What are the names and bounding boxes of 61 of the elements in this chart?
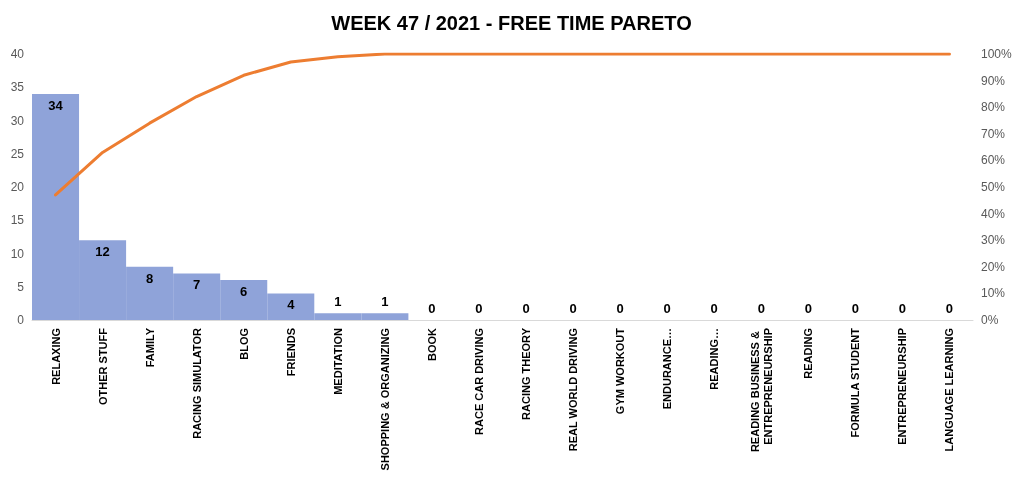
x-tick-label: READING <box>802 328 815 379</box>
data-label: 8 <box>146 270 154 286</box>
data-label: 0 <box>898 301 907 316</box>
y-tick-label: 0 <box>17 313 25 327</box>
x-tick-label: REAL WORLD DRIVING <box>567 328 580 452</box>
data-label: 34 <box>48 97 64 113</box>
y2-tick-label: 30% <box>981 233 1006 248</box>
x-tick-label: RELAXING <box>49 328 62 385</box>
data-label: 0 <box>522 301 530 316</box>
x-tick-label: RACING THEORY <box>520 327 533 420</box>
y-tick-label: 40 <box>10 47 25 61</box>
data-label: 1 <box>381 294 389 310</box>
x-tick-label: GYM WORKOUT <box>614 327 627 415</box>
y2-tick-label: 100% <box>981 47 1013 61</box>
y-tick-label: 15 <box>10 213 25 228</box>
y-tick-label: 35 <box>10 80 25 95</box>
data-label: 0 <box>710 301 718 316</box>
data-label: 0 <box>569 301 577 316</box>
x-tick-label: OTHER STUFF <box>96 327 109 405</box>
y-tick-label: 20 <box>10 180 25 194</box>
data-label: 7 <box>193 277 201 293</box>
x-tick-label: FAMILY <box>143 327 156 368</box>
data-label: 1 <box>334 294 342 310</box>
x-tick-label: READING BUSINESS & ENTREPRENEURSHIP <box>748 328 774 453</box>
x-tick-label: MEDITATION <box>331 327 344 395</box>
y-tick-label: 10 <box>10 246 25 261</box>
y2-tick-label: 70% <box>981 126 1006 141</box>
data-label: 0 <box>851 301 859 316</box>
x-tick-label: BLOG <box>237 328 250 360</box>
y2-tick-label: 80% <box>981 100 1006 115</box>
y2-tick-label: 40% <box>981 206 1006 221</box>
x-tick-label: RACE CAR DRIVING <box>472 328 485 435</box>
data-label: 0 <box>616 301 624 316</box>
data-label: 0 <box>475 301 483 316</box>
y2-tick-label: 10% <box>981 286 1006 301</box>
x-tick-label: LANGUAGE LEARNING <box>943 328 956 452</box>
x-tick-label: BOOK <box>425 327 438 361</box>
data-label: 0 <box>945 301 954 316</box>
y-tick-label: 25 <box>10 146 25 161</box>
data-label: 4 <box>287 297 296 313</box>
y2-tick-label: 60% <box>981 153 1006 168</box>
x-tick-label: SHOPPING & ORGANIZING <box>378 328 391 471</box>
y2-tick-label: 90% <box>981 73 1006 88</box>
x-tick-label: FRIENDS <box>284 328 297 377</box>
data-label: 12 <box>95 244 110 260</box>
x-tick-label: FORMULA STUDENT <box>849 327 862 438</box>
data-label: 0 <box>804 301 812 316</box>
x-tick-label: ENDURANCE… <box>661 328 674 410</box>
data-label: 0 <box>663 301 671 316</box>
y-tick-label: 5 <box>17 279 25 294</box>
y-tick-label: 30 <box>10 113 25 128</box>
x-tick-label: RACING SIMULATOR <box>190 327 203 439</box>
data-label: 0 <box>757 301 765 316</box>
data-label: 6 <box>240 284 248 300</box>
x-tick-label: ENTREPRENEURSHIP <box>896 328 909 445</box>
y2-tick-label: 20% <box>981 259 1006 274</box>
chart-title: WEEK 47 / 2021 - FREE TIME PARETO <box>331 12 692 34</box>
y2-tick-label: 0% <box>981 313 999 327</box>
y2-tick-label: 50% <box>981 180 1006 194</box>
data-label: 0 <box>428 301 436 316</box>
x-tick-label: READING… <box>708 328 721 390</box>
